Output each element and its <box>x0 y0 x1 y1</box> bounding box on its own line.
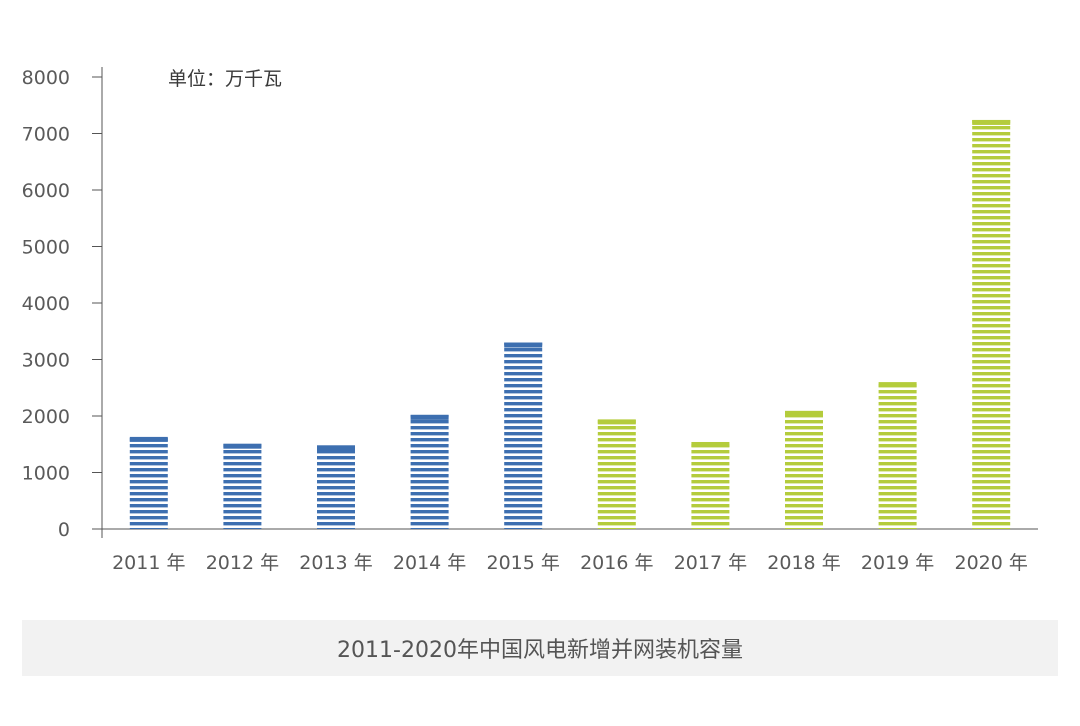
bar-cap <box>691 441 730 447</box>
bar-cap <box>785 410 823 416</box>
bar <box>785 410 823 529</box>
bar-chart: 0 1000 2000 3000 4000 5000 6000 7000 8000 2011 年… <box>22 67 1038 574</box>
chart-caption: 2011-2020年中国风电新增并网装机容量 <box>337 638 743 663</box>
bar <box>597 419 636 529</box>
bar <box>691 441 730 529</box>
bar <box>410 414 449 529</box>
y-tick-label: 4000 <box>22 293 70 315</box>
x-tick-label: 2019 年 <box>861 552 934 574</box>
x-tick-label: 2017 年 <box>674 552 747 574</box>
x-tick-label: 2018 年 <box>767 552 840 574</box>
bar-cap <box>504 342 543 348</box>
y-tick-label: 5000 <box>22 237 70 259</box>
bar-body <box>691 441 730 529</box>
bar-cap <box>410 414 449 420</box>
x-tick-label: 2020 年 <box>954 552 1027 574</box>
bar-body <box>410 414 449 529</box>
x-tick-label: 2012 年 <box>206 552 279 574</box>
bar-body <box>878 382 917 529</box>
bar-cap <box>878 382 917 388</box>
x-tick-label: 2011 年 <box>112 552 185 574</box>
bar-cap <box>129 436 168 442</box>
unit-label: 单位：万千瓦 <box>168 68 282 90</box>
bar <box>504 342 543 529</box>
bar-cap <box>972 119 1011 125</box>
bar <box>129 436 168 529</box>
bar-body <box>223 443 262 529</box>
x-tick-label: 2014 年 <box>393 552 466 574</box>
bar <box>317 445 355 529</box>
y-tick-label: 1000 <box>22 463 70 485</box>
bar-body <box>129 436 168 529</box>
y-tick-label: 7000 <box>22 124 70 146</box>
y-tick-label: 3000 <box>22 350 70 372</box>
bar-body <box>972 119 1011 529</box>
y-tick-label: 6000 <box>22 180 70 202</box>
bar-cap <box>317 445 355 451</box>
x-tick-label: 2013 年 <box>299 552 372 574</box>
bar-cap <box>223 443 262 449</box>
bar <box>972 119 1011 529</box>
y-tick-label: 0 <box>58 519 70 541</box>
bar-body <box>504 342 543 529</box>
bar <box>223 443 262 529</box>
y-tick-label: 8000 <box>22 67 70 89</box>
bar-body <box>317 445 355 529</box>
caption-bar: 2011-2020年中国风电新增并网装机容量 <box>22 620 1058 676</box>
bar <box>878 382 917 529</box>
y-ticks: 0 1000 2000 3000 4000 5000 6000 7000 8000 <box>22 67 102 541</box>
bar-body <box>785 410 823 529</box>
y-tick-label: 2000 <box>22 406 70 428</box>
bars <box>129 119 1011 529</box>
x-tick-label: 2015 年 <box>486 552 559 574</box>
x-tick-labels: 2011 年 2012 年 2013 年 2014 年 2015 年 2016 年 2017… <box>112 552 1028 574</box>
x-tick-label: 2016 年 <box>580 552 653 574</box>
bar-cap <box>597 419 636 425</box>
bar-body <box>597 419 636 529</box>
